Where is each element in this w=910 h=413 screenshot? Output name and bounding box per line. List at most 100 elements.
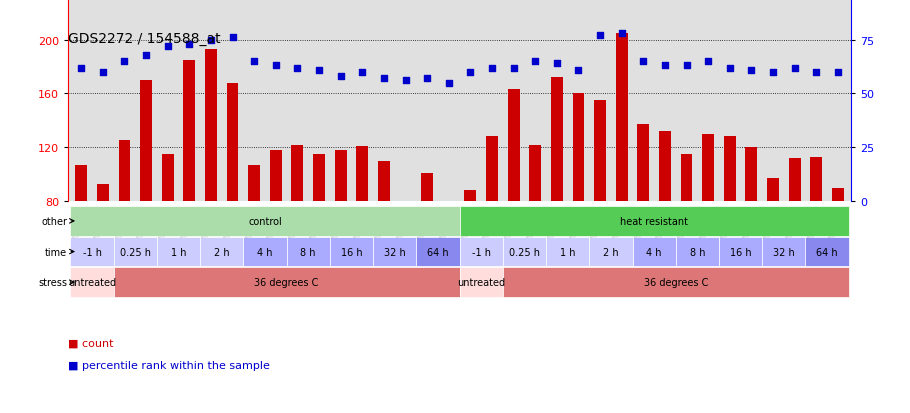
Text: ■ percentile rank within the sample: ■ percentile rank within the sample xyxy=(68,361,270,370)
Text: untreated: untreated xyxy=(457,278,505,287)
Bar xyxy=(70,268,114,297)
Point xyxy=(765,69,780,76)
Point xyxy=(744,67,759,74)
Bar xyxy=(162,154,174,202)
Bar xyxy=(378,161,389,202)
Text: GSM116146: GSM116146 xyxy=(202,204,211,250)
Bar xyxy=(676,237,719,267)
Bar xyxy=(114,237,157,267)
Text: GSM116176: GSM116176 xyxy=(743,204,752,250)
Text: GSM116144: GSM116144 xyxy=(116,204,125,250)
Point xyxy=(831,69,845,76)
Text: untreated: untreated xyxy=(68,278,116,287)
Text: control: control xyxy=(248,216,282,226)
Text: GDS2272 / 154588_at: GDS2272 / 154588_at xyxy=(68,31,221,45)
Point xyxy=(117,59,132,65)
Point xyxy=(787,65,802,72)
Text: GSM116158: GSM116158 xyxy=(721,204,730,250)
Bar xyxy=(140,81,152,202)
Point xyxy=(74,65,88,72)
Bar xyxy=(329,237,373,267)
Bar xyxy=(421,173,433,202)
Bar xyxy=(291,145,303,202)
Point xyxy=(809,69,824,76)
Bar xyxy=(313,154,325,202)
Bar xyxy=(789,159,801,202)
Text: 8 h: 8 h xyxy=(690,247,705,257)
Bar xyxy=(287,237,329,267)
Text: GSM116148: GSM116148 xyxy=(288,204,298,250)
Text: 4 h: 4 h xyxy=(258,247,273,257)
Bar xyxy=(243,237,287,267)
Point xyxy=(592,33,607,40)
Text: GSM116149: GSM116149 xyxy=(331,204,340,250)
Text: GSM116161: GSM116161 xyxy=(94,204,103,250)
Point xyxy=(614,31,629,37)
Bar xyxy=(96,184,109,202)
Text: 64 h: 64 h xyxy=(427,247,449,257)
Text: 16 h: 16 h xyxy=(340,247,362,257)
Point xyxy=(355,69,369,76)
Bar xyxy=(460,237,503,267)
Bar xyxy=(114,268,460,297)
Text: ■ count: ■ count xyxy=(68,338,114,348)
Text: GSM116173: GSM116173 xyxy=(612,204,622,250)
Text: 0.25 h: 0.25 h xyxy=(120,247,151,257)
Text: GSM116170: GSM116170 xyxy=(483,204,492,250)
Bar xyxy=(719,237,763,267)
Point xyxy=(160,44,175,50)
Text: GSM116152: GSM116152 xyxy=(461,204,470,250)
Bar xyxy=(443,202,455,208)
Text: 32 h: 32 h xyxy=(773,247,794,257)
Bar xyxy=(616,34,628,202)
Bar xyxy=(357,147,369,202)
Text: GSM116177: GSM116177 xyxy=(785,204,794,250)
Bar xyxy=(508,90,520,202)
Point xyxy=(290,65,305,72)
Text: GSM116169: GSM116169 xyxy=(440,204,449,250)
Bar xyxy=(546,237,590,267)
Text: GSM116162: GSM116162 xyxy=(137,204,147,250)
Text: -1 h: -1 h xyxy=(471,247,490,257)
Text: GSM116174: GSM116174 xyxy=(656,204,665,250)
Point xyxy=(247,59,261,65)
Text: GSM116164: GSM116164 xyxy=(224,204,233,250)
Text: GSM116156: GSM116156 xyxy=(634,204,643,250)
Point xyxy=(571,67,586,74)
Bar xyxy=(76,165,87,202)
Bar xyxy=(810,157,823,202)
Point xyxy=(333,74,348,80)
Bar xyxy=(70,206,460,236)
Text: GSM116154: GSM116154 xyxy=(548,204,557,250)
Text: GSM116147: GSM116147 xyxy=(245,204,254,250)
Text: GSM116163: GSM116163 xyxy=(180,204,189,250)
Text: -1 h: -1 h xyxy=(83,247,102,257)
Bar xyxy=(118,141,130,202)
Bar xyxy=(805,237,849,267)
Text: GSM116166: GSM116166 xyxy=(310,204,319,250)
Text: 8 h: 8 h xyxy=(300,247,316,257)
Point xyxy=(399,78,413,85)
Text: stress: stress xyxy=(38,278,67,287)
Point xyxy=(420,76,434,83)
Text: 2 h: 2 h xyxy=(214,247,229,257)
Text: GSM116145: GSM116145 xyxy=(158,204,167,250)
Point xyxy=(701,59,715,65)
Text: GSM116150: GSM116150 xyxy=(375,204,384,250)
Point xyxy=(441,80,456,87)
Point xyxy=(658,63,672,69)
Bar xyxy=(659,132,671,202)
Text: time: time xyxy=(45,247,67,257)
Text: 36 degrees C: 36 degrees C xyxy=(255,278,318,287)
Bar xyxy=(205,50,217,202)
Bar xyxy=(184,61,196,202)
Point xyxy=(139,52,154,59)
Bar xyxy=(572,94,584,202)
Bar xyxy=(460,268,503,297)
Text: GSM116171: GSM116171 xyxy=(526,204,535,250)
Point xyxy=(528,59,542,65)
Point xyxy=(550,61,564,67)
Bar xyxy=(503,268,849,297)
Text: GSM116172: GSM116172 xyxy=(570,204,579,250)
Bar xyxy=(594,101,606,202)
